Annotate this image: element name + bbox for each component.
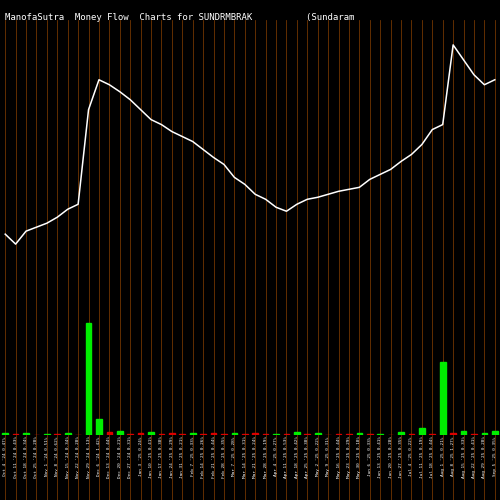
Bar — [419, 428, 424, 435]
Text: Oct 18 '24 0.34%: Oct 18 '24 0.34% — [24, 436, 28, 478]
Text: Aug 1 '25 0.21%: Aug 1 '25 0.21% — [440, 436, 444, 476]
Text: Dec 27 '24 0.31%: Dec 27 '24 0.31% — [128, 436, 132, 478]
Text: Aug 15 '25 0.33%: Aug 15 '25 0.33% — [462, 436, 466, 478]
Text: Nov 8 '24 0.62%: Nov 8 '24 0.62% — [56, 436, 60, 476]
Bar — [106, 432, 112, 435]
Bar — [128, 434, 133, 435]
Bar — [86, 323, 91, 435]
Text: Sep 5 '25 0.35%: Sep 5 '25 0.35% — [493, 436, 497, 476]
Bar — [440, 362, 446, 435]
Bar — [210, 433, 216, 435]
Text: Feb 21 '25 0.44%: Feb 21 '25 0.44% — [212, 436, 216, 478]
Text: Mar 14 '25 0.31%: Mar 14 '25 0.31% — [243, 436, 247, 478]
Bar — [148, 432, 154, 435]
Text: ManofaSutra  Money Flow  Charts for SUNDRMBRAK          (Sundaram               : ManofaSutra Money Flow Charts for SUNDRM… — [5, 12, 500, 22]
Text: Dec 13 '24 0.44%: Dec 13 '24 0.44% — [108, 436, 112, 478]
Text: May 9 '25 0.31%: May 9 '25 0.31% — [326, 436, 330, 476]
Text: Jun 13 '25 0.41%: Jun 13 '25 0.41% — [378, 436, 382, 478]
Bar — [284, 434, 290, 435]
Text: Aug 22 '25 0.41%: Aug 22 '25 0.41% — [472, 436, 476, 478]
Text: May 2 '25 0.22%: May 2 '25 0.22% — [316, 436, 320, 476]
Text: Nov 1 '24 0.51%: Nov 1 '24 0.51% — [45, 436, 49, 476]
Bar — [138, 434, 143, 435]
Bar — [263, 434, 268, 435]
Bar — [96, 420, 102, 435]
Bar — [492, 430, 498, 435]
Text: Dec 20 '24 0.21%: Dec 20 '24 0.21% — [118, 436, 122, 478]
Bar — [169, 434, 174, 435]
Bar — [450, 434, 456, 435]
Bar — [460, 431, 466, 435]
Text: Jun 6 '25 0.33%: Jun 6 '25 0.33% — [368, 436, 372, 476]
Bar — [252, 434, 258, 435]
Bar — [378, 434, 383, 435]
Bar — [180, 434, 185, 435]
Bar — [200, 434, 206, 435]
Text: Oct 25 '24 0.28%: Oct 25 '24 0.28% — [34, 436, 38, 478]
Text: Apr 11 '25 0.53%: Apr 11 '25 0.53% — [284, 436, 288, 478]
Bar — [190, 432, 196, 435]
Bar — [54, 434, 60, 435]
Text: Apr 25 '25 0.38%: Apr 25 '25 0.38% — [306, 436, 310, 478]
Bar — [23, 432, 29, 435]
Text: May 23 '25 0.29%: May 23 '25 0.29% — [347, 436, 351, 478]
Text: Aug 29 '25 0.28%: Aug 29 '25 0.28% — [482, 436, 486, 478]
Text: Aug 8 '25 1.27%: Aug 8 '25 1.27% — [451, 436, 455, 476]
Text: Jan 24 '25 0.29%: Jan 24 '25 0.29% — [170, 436, 174, 478]
Text: Mar 21 '25 0.24%: Mar 21 '25 0.24% — [253, 436, 257, 478]
Text: Jan 3 '25 0.24%: Jan 3 '25 0.24% — [138, 436, 142, 476]
Bar — [13, 434, 18, 435]
Bar — [44, 434, 50, 435]
Text: Jun 20 '25 0.28%: Jun 20 '25 0.28% — [388, 436, 392, 478]
Text: Nov 29 '24 6.13%: Nov 29 '24 6.13% — [86, 436, 90, 478]
Bar — [398, 432, 404, 435]
Bar — [356, 434, 362, 435]
Bar — [315, 433, 320, 435]
Bar — [482, 432, 487, 435]
Text: Oct 4 '24 0.47%: Oct 4 '24 0.47% — [3, 436, 7, 476]
Bar — [2, 434, 8, 435]
Text: Mar 7 '25 0.28%: Mar 7 '25 0.28% — [232, 436, 236, 476]
Bar — [471, 434, 477, 435]
Text: Feb 28 '25 0.35%: Feb 28 '25 0.35% — [222, 436, 226, 478]
Text: Jul 18 '25 0.44%: Jul 18 '25 0.44% — [430, 436, 434, 478]
Text: Jan 31 '25 0.21%: Jan 31 '25 0.21% — [180, 436, 184, 478]
Text: Dec 6 '24 1.42%: Dec 6 '24 1.42% — [97, 436, 101, 476]
Bar — [273, 434, 279, 435]
Bar — [221, 434, 227, 435]
Bar — [117, 430, 122, 435]
Text: Apr 18 '25 0.42%: Apr 18 '25 0.42% — [295, 436, 299, 478]
Text: Apr 4 '25 0.27%: Apr 4 '25 0.27% — [274, 436, 278, 476]
Bar — [304, 434, 310, 435]
Text: Mar 28 '25 0.19%: Mar 28 '25 0.19% — [264, 436, 268, 478]
Text: Feb 7 '25 0.33%: Feb 7 '25 0.33% — [190, 436, 194, 476]
Bar — [242, 434, 248, 435]
Text: May 16 '25 0.44%: May 16 '25 0.44% — [336, 436, 340, 478]
Text: Jun 27 '25 0.35%: Jun 27 '25 0.35% — [399, 436, 403, 478]
Bar — [336, 434, 342, 435]
Bar — [232, 433, 237, 435]
Bar — [408, 434, 414, 435]
Bar — [158, 434, 164, 435]
Text: Oct 11 '24 0.43%: Oct 11 '24 0.43% — [14, 436, 18, 478]
Bar — [65, 433, 70, 435]
Text: May 30 '25 0.18%: May 30 '25 0.18% — [358, 436, 362, 478]
Bar — [294, 432, 300, 435]
Text: Jul 4 '25 0.22%: Jul 4 '25 0.22% — [410, 436, 414, 476]
Text: Jul 11 '25 0.19%: Jul 11 '25 0.19% — [420, 436, 424, 478]
Text: Jan 10 '25 0.41%: Jan 10 '25 0.41% — [149, 436, 153, 478]
Text: Nov 22 '24 0.28%: Nov 22 '24 0.28% — [76, 436, 80, 478]
Text: Nov 15 '24 0.34%: Nov 15 '24 0.34% — [66, 436, 70, 478]
Bar — [367, 434, 372, 435]
Text: Jan 17 '25 0.38%: Jan 17 '25 0.38% — [160, 436, 164, 478]
Bar — [430, 434, 435, 435]
Text: Feb 14 '25 0.26%: Feb 14 '25 0.26% — [201, 436, 205, 478]
Bar — [346, 434, 352, 435]
